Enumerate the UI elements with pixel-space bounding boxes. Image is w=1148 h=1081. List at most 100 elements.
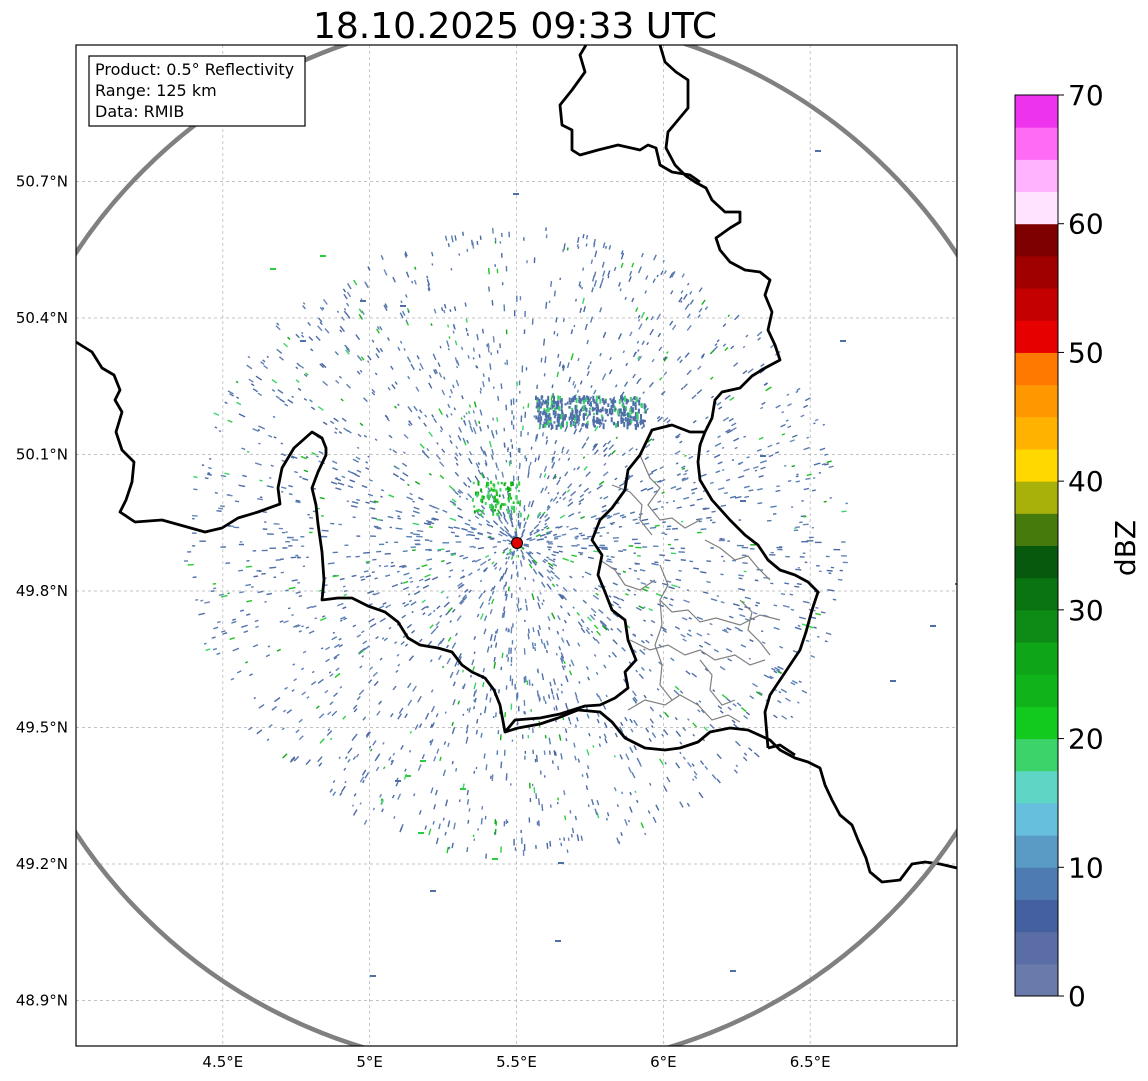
echo-cell	[406, 496, 414, 501]
echo-cell	[340, 398, 344, 402]
echo-cell	[488, 602, 491, 605]
echo-cell	[628, 766, 632, 773]
echo-cell	[568, 512, 575, 518]
echo-cell	[537, 668, 540, 674]
echo-cell	[347, 470, 354, 474]
echo-cell	[511, 481, 514, 486]
echo-cell	[211, 636, 216, 639]
echo-cell	[450, 412, 453, 416]
echo-cell	[706, 580, 711, 584]
echo-cell	[509, 451, 512, 458]
echo-cell	[539, 420, 542, 425]
echo-cell	[204, 601, 211, 604]
echo-cell	[473, 546, 476, 549]
echo-cell	[541, 412, 544, 416]
echo-cell	[567, 837, 570, 842]
echo-cell	[623, 412, 625, 417]
echo-cell	[454, 456, 458, 461]
echo-cell	[552, 400, 555, 404]
echo-cell	[300, 667, 305, 671]
colorbar-segment	[1015, 963, 1058, 997]
echo-cell	[239, 591, 245, 594]
echo-cell	[478, 354, 481, 358]
echo-cell	[338, 523, 342, 526]
echo-cell	[640, 639, 645, 644]
echo-cell	[557, 615, 561, 621]
echo-cell	[273, 436, 277, 439]
echo-cell	[785, 555, 790, 558]
colorbar-segment	[1015, 448, 1058, 482]
echo-cell	[523, 329, 526, 335]
echo-cell	[479, 560, 487, 566]
echo-cell	[321, 529, 329, 532]
echo-cell	[574, 724, 577, 728]
echo-cell	[523, 237, 525, 241]
echo-cell	[600, 414, 603, 418]
echo-cell	[250, 383, 255, 387]
echo-cell	[517, 608, 520, 612]
echo-cell	[356, 446, 360, 450]
colorbar-label: dBZ	[1109, 520, 1142, 576]
echo-cell	[506, 486, 509, 491]
echo-cell	[567, 501, 574, 507]
echo-cell	[477, 512, 481, 517]
echo-cell	[486, 531, 492, 535]
echo-cell	[246, 599, 253, 603]
echo-cell	[512, 424, 515, 430]
echo-cell	[680, 547, 686, 550]
echo-cell	[545, 409, 548, 413]
colorbar-tick-label: 0	[1068, 980, 1086, 1013]
echo-cell	[693, 567, 700, 570]
echo-cell	[588, 732, 591, 737]
echo-cell	[455, 379, 460, 387]
echo-cell	[524, 619, 526, 623]
echo-cell	[557, 419, 560, 423]
echo-cell	[435, 510, 438, 514]
echo-cell	[603, 664, 607, 669]
echo-cell	[300, 545, 305, 547]
region-border-9	[599, 559, 656, 591]
echo-cell	[553, 707, 556, 711]
echo-cell	[367, 355, 372, 361]
echo-cell	[686, 313, 691, 319]
echo-cell	[609, 356, 612, 361]
echo-cell	[440, 307, 444, 312]
echo-cell	[573, 467, 576, 471]
echo-cell	[648, 381, 654, 388]
echo-cell	[472, 481, 475, 485]
echo-cell	[353, 279, 358, 286]
echo-cell	[590, 259, 594, 265]
echo-cell	[529, 529, 535, 535]
echo-cell	[536, 529, 540, 533]
echo-cell	[246, 559, 250, 562]
echo-cell	[466, 799, 470, 805]
echo-cell	[430, 628, 437, 635]
echo-cell	[823, 500, 827, 503]
echo-cell	[375, 328, 380, 334]
echo-cell	[462, 481, 468, 487]
echo-cell	[721, 555, 724, 558]
echo-cell	[719, 710, 724, 714]
border-belgium-germany	[658, 45, 782, 433]
echo-cell	[573, 324, 576, 328]
echo-cell	[594, 587, 599, 591]
echo-cell	[382, 601, 387, 605]
echo-cell	[332, 780, 336, 783]
echo-cell	[364, 282, 370, 289]
echo-cell	[568, 376, 572, 383]
echo-cell	[408, 655, 414, 662]
echo-cell	[604, 419, 607, 422]
echo-cell	[841, 510, 847, 513]
echo-cell	[342, 606, 347, 610]
echo-cell	[455, 445, 459, 450]
echo-cell	[490, 644, 493, 648]
echo-cell	[782, 604, 790, 608]
echo-cell	[384, 552, 391, 555]
echo-cell	[351, 736, 356, 742]
echo-cell	[238, 413, 246, 418]
echo-cell	[246, 450, 250, 453]
echo-cell	[609, 521, 616, 525]
echo-cell	[666, 776, 671, 783]
echo-cell	[689, 291, 693, 295]
echo-cell	[720, 601, 725, 604]
